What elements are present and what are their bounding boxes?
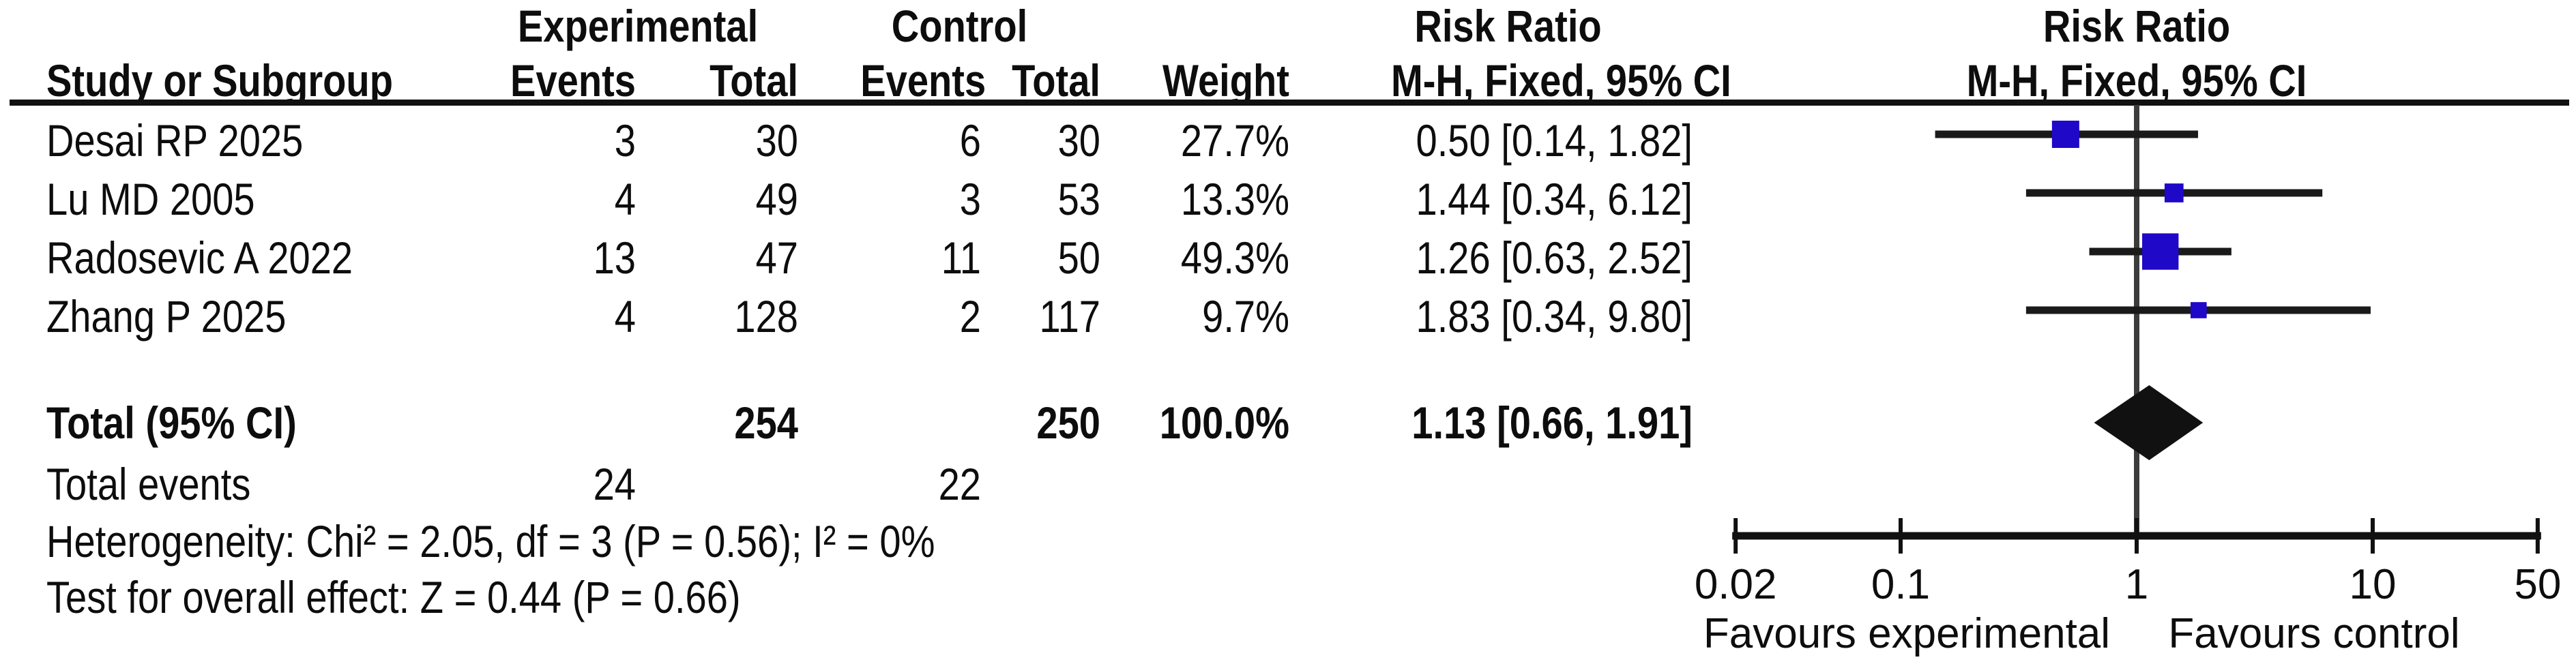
weight: 49.3% [1180, 232, 1289, 283]
study-name: Radosevic A 2022 [46, 232, 353, 283]
favours-right-label: Favours control [2168, 610, 2459, 657]
x-tick-label: 1 [2125, 561, 2148, 608]
effect-square [2190, 302, 2207, 318]
total-events-ctl: 22 [938, 459, 981, 509]
weight: 9.7% [1202, 291, 1289, 342]
x-tick-label: 0.1 [1871, 561, 1930, 608]
x-tick-label: 0.02 [1695, 561, 1777, 608]
header-rule [10, 100, 2569, 106]
ctl-total: 117 [1039, 291, 1100, 342]
risk-ratio-ci: 1.26 [0.63, 2.52] [1416, 232, 1693, 283]
col-header-study: Study or Subgroup [46, 55, 393, 106]
risk-ratio-ci: 1.44 [0.34, 6.12] [1416, 174, 1693, 224]
total-events-label: Total events [46, 459, 251, 509]
ctl-events: 11 [941, 232, 981, 283]
weight: 27.7% [1180, 115, 1289, 166]
ctl-events: 3 [959, 174, 981, 224]
exp-total: 30 [755, 115, 798, 166]
total-weight: 100.0% [1159, 397, 1289, 448]
exp-events: 13 [593, 232, 636, 283]
group-header-experimental: Experimental [517, 1, 759, 51]
total-events-exp: 24 [593, 459, 636, 509]
exp-total: 47 [755, 232, 798, 283]
ctl-events: 6 [959, 115, 981, 166]
exp-total: 128 [734, 291, 798, 342]
study-name: Desai RP 2025 [46, 115, 304, 166]
group-header-risk-ratio-text: Risk Ratio [1414, 1, 1602, 51]
total-label: Total (95% CI) [46, 397, 297, 448]
x-tick-label: 10 [2350, 561, 2397, 608]
effect-square [2051, 121, 2079, 148]
study-name: Zhang P 2025 [46, 291, 287, 342]
risk-ratio-ci: 1.83 [0.34, 9.80] [1416, 291, 1693, 342]
ctl-total: 53 [1057, 174, 1100, 224]
col-header-mh-ci-plot: M-H, Fixed, 95% CI [1966, 55, 2307, 106]
col-header-ctl-total: Total [1012, 55, 1100, 106]
exp-events: 3 [614, 115, 636, 166]
ctl-total: 50 [1057, 232, 1100, 283]
x-tick-label: 50 [2514, 561, 2561, 608]
favours-left-label: Favours experimental [1703, 610, 2110, 657]
exp-events: 4 [614, 291, 636, 342]
weight: 13.3% [1180, 174, 1289, 224]
ctl-events: 2 [959, 291, 981, 342]
total-ctl-total: 250 [1036, 397, 1100, 448]
summary-diamond [2094, 385, 2204, 460]
col-header-exp-events: Events [510, 55, 636, 106]
col-header-mh-ci-text: M-H, Fixed, 95% CI [1391, 55, 1731, 106]
ctl-total: 30 [1057, 115, 1100, 166]
total-exp-total: 254 [734, 397, 798, 448]
effect-square [2142, 233, 2179, 270]
col-header-weight: Weight [1162, 55, 1289, 106]
risk-ratio-ci: 0.50 [0.14, 1.82] [1416, 115, 1693, 166]
col-header-ctl-events: Events [860, 55, 986, 106]
group-header-control: Control [891, 1, 1028, 51]
total-risk-ratio-ci: 1.13 [0.66, 1.91] [1411, 397, 1693, 448]
effect-square [2164, 183, 2184, 202]
study-name: Lu MD 2005 [46, 174, 255, 224]
col-header-exp-total: Total [709, 55, 798, 106]
group-header-risk-ratio-plot: Risk Ratio [2043, 1, 2231, 51]
exp-events: 4 [614, 174, 636, 224]
exp-total: 49 [755, 174, 798, 224]
